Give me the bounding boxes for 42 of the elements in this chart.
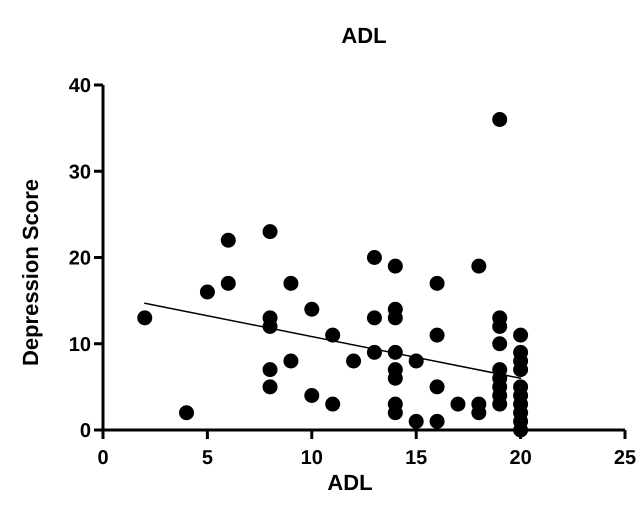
point xyxy=(450,396,466,412)
point xyxy=(513,328,528,343)
point xyxy=(492,112,508,127)
point xyxy=(179,405,194,420)
point xyxy=(388,258,403,274)
y-axis-title: Depression Score xyxy=(18,178,43,366)
point xyxy=(430,328,445,343)
point xyxy=(325,396,340,412)
y-tick-label: 40 xyxy=(68,75,91,97)
point xyxy=(220,232,236,248)
y-tick-label: 10 xyxy=(68,334,91,356)
point xyxy=(366,250,382,265)
point xyxy=(430,379,445,394)
y-tick-label: 20 xyxy=(68,248,91,270)
x-tick-label: 25 xyxy=(614,447,636,469)
point xyxy=(200,284,215,300)
point xyxy=(283,354,298,368)
point xyxy=(408,414,424,429)
point xyxy=(430,276,445,291)
point xyxy=(262,224,278,240)
point xyxy=(430,414,445,429)
point xyxy=(262,362,278,378)
point xyxy=(262,379,278,394)
point xyxy=(137,310,152,326)
point xyxy=(366,310,382,326)
x-tick-label: 20 xyxy=(509,447,532,469)
x-tick-label: 10 xyxy=(300,447,323,469)
point xyxy=(471,258,486,274)
point xyxy=(304,388,320,403)
point xyxy=(220,276,236,291)
y-tick-label: 30 xyxy=(68,161,91,184)
x-axis-title: ADL xyxy=(327,470,373,495)
point xyxy=(304,302,320,317)
x-tick-label: 0 xyxy=(97,447,109,469)
chart-title: ADL xyxy=(341,23,387,48)
point xyxy=(346,354,362,368)
point xyxy=(492,336,508,352)
x-tick-label: 15 xyxy=(405,447,428,469)
point xyxy=(283,276,298,291)
x-tick-label: 5 xyxy=(202,447,213,469)
y-tick-label: 0 xyxy=(80,420,91,442)
point xyxy=(325,328,340,343)
